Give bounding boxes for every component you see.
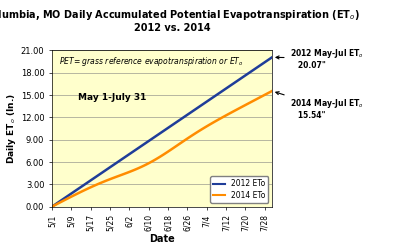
2014 ETo <box>224 114 228 117</box>
2014 ETo <box>50 205 54 208</box>
Text: PET= grass reference evapotranspiration or ET$_o$: PET= grass reference evapotranspiration … <box>59 55 243 68</box>
Legend: 2012 ETo, 2014 ETo: 2012 ETo, 2014 ETo <box>210 176 268 203</box>
2012 ETo <box>221 89 226 92</box>
2012 ETo <box>226 85 231 88</box>
2012 ETo <box>50 205 54 208</box>
2014 ETo <box>221 115 226 118</box>
2014 ETo <box>233 109 238 112</box>
2014 ETo <box>180 140 185 143</box>
Line: 2014 ETo: 2014 ETo <box>52 91 272 207</box>
Line: 2012 ETo: 2012 ETo <box>52 57 272 207</box>
Text: May 1-July 31: May 1-July 31 <box>78 92 147 102</box>
2014 ETo <box>212 121 216 124</box>
2014 ETo <box>226 113 231 116</box>
2012 ETo <box>180 116 185 119</box>
Y-axis label: Daily ET$_o$ (In.): Daily ET$_o$ (In.) <box>5 93 18 164</box>
Text: Columbia, MO Daily Accumulated Potential Evapotranspiration (ET$_o$)
2012 vs. 20: Columbia, MO Daily Accumulated Potential… <box>0 8 360 33</box>
2012 ETo <box>270 56 274 59</box>
2012 ETo <box>224 87 228 90</box>
2012 ETo <box>212 95 216 98</box>
2014 ETo <box>270 89 274 92</box>
Text: 2014 May-Jul ET$_o$
   15.54": 2014 May-Jul ET$_o$ 15.54" <box>276 92 364 120</box>
Text: 2012 May-Jul ET$_o$
   20.07": 2012 May-Jul ET$_o$ 20.07" <box>276 47 364 70</box>
X-axis label: Date: Date <box>149 234 175 244</box>
2012 ETo <box>233 80 238 83</box>
